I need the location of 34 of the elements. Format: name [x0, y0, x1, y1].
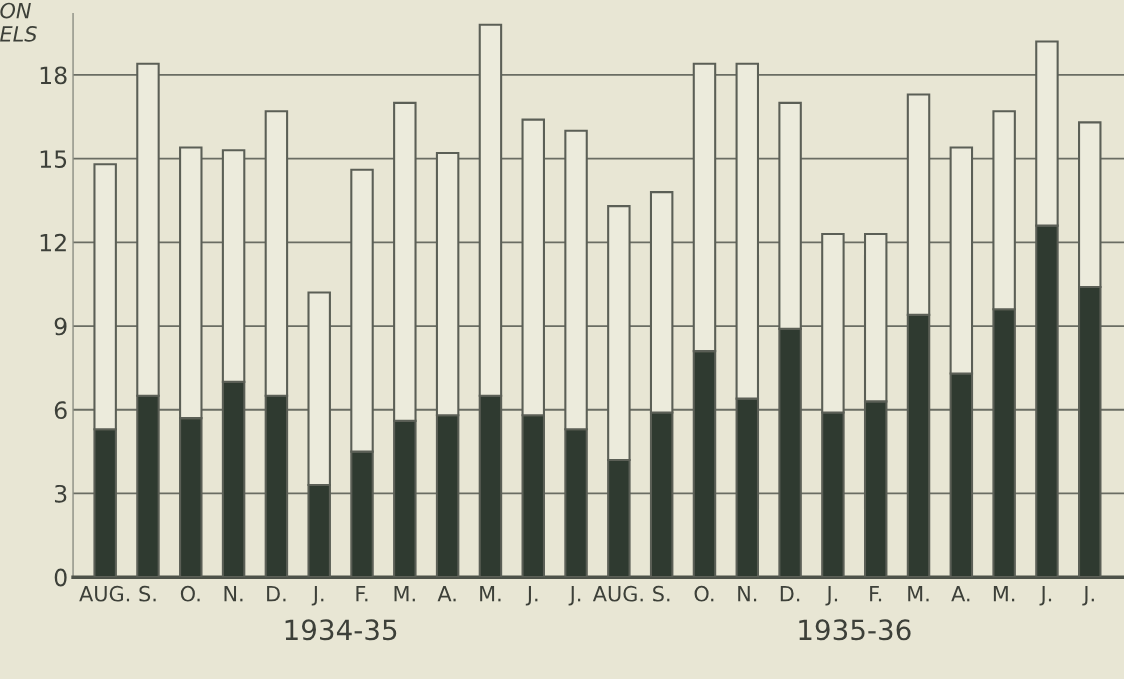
- y-tick-label: 9: [54, 317, 67, 336]
- x-tick-label: M.: [993, 586, 1015, 602]
- x-tick-label: J.: [525, 586, 538, 606]
- y-axis-title: ON ELS: [0, 2, 37, 42]
- x-tick-label: J.: [825, 586, 838, 606]
- y-tick-label: 6: [54, 401, 67, 420]
- x-tick-label: A.: [437, 586, 456, 602]
- x-tick-label: M.: [908, 586, 929, 602]
- y-tick-label: 18: [40, 66, 67, 85]
- y-tick-label: 0: [54, 568, 67, 587]
- x-tick-label: D.: [267, 586, 286, 602]
- y-tick-label: 12: [40, 233, 66, 252]
- x-tick-label: J.: [568, 586, 581, 606]
- x-tick-label: M.: [394, 586, 415, 602]
- x-tick-label: AUG.: [79, 585, 130, 602]
- x-tick-label: J.: [1039, 586, 1052, 606]
- x-tick-label: N.: [224, 586, 243, 602]
- x-tick-label: AUG.: [592, 585, 643, 602]
- y-tick-label: 15: [40, 150, 67, 168]
- text: 1934-35: [285, 619, 397, 641]
- x-tick-label: N.: [738, 586, 757, 602]
- x-tick-label: S.: [139, 585, 156, 602]
- x-tick-label: D.: [780, 586, 800, 602]
- y-tick-label: 3: [54, 484, 67, 503]
- x-tick-label: O.: [694, 585, 714, 602]
- x-tick-label: J.: [1082, 586, 1094, 606]
- x-tick-label: F.: [356, 586, 368, 602]
- x-tick-label: J.: [311, 586, 324, 606]
- x-tick-label: F.: [870, 586, 882, 602]
- x-tick-label: O.: [180, 585, 200, 602]
- x-tick-label: S.: [653, 585, 670, 602]
- x-tick-label: A.: [951, 586, 970, 602]
- x-tick-label: M.: [480, 586, 501, 602]
- text: 1935-36: [799, 619, 911, 641]
